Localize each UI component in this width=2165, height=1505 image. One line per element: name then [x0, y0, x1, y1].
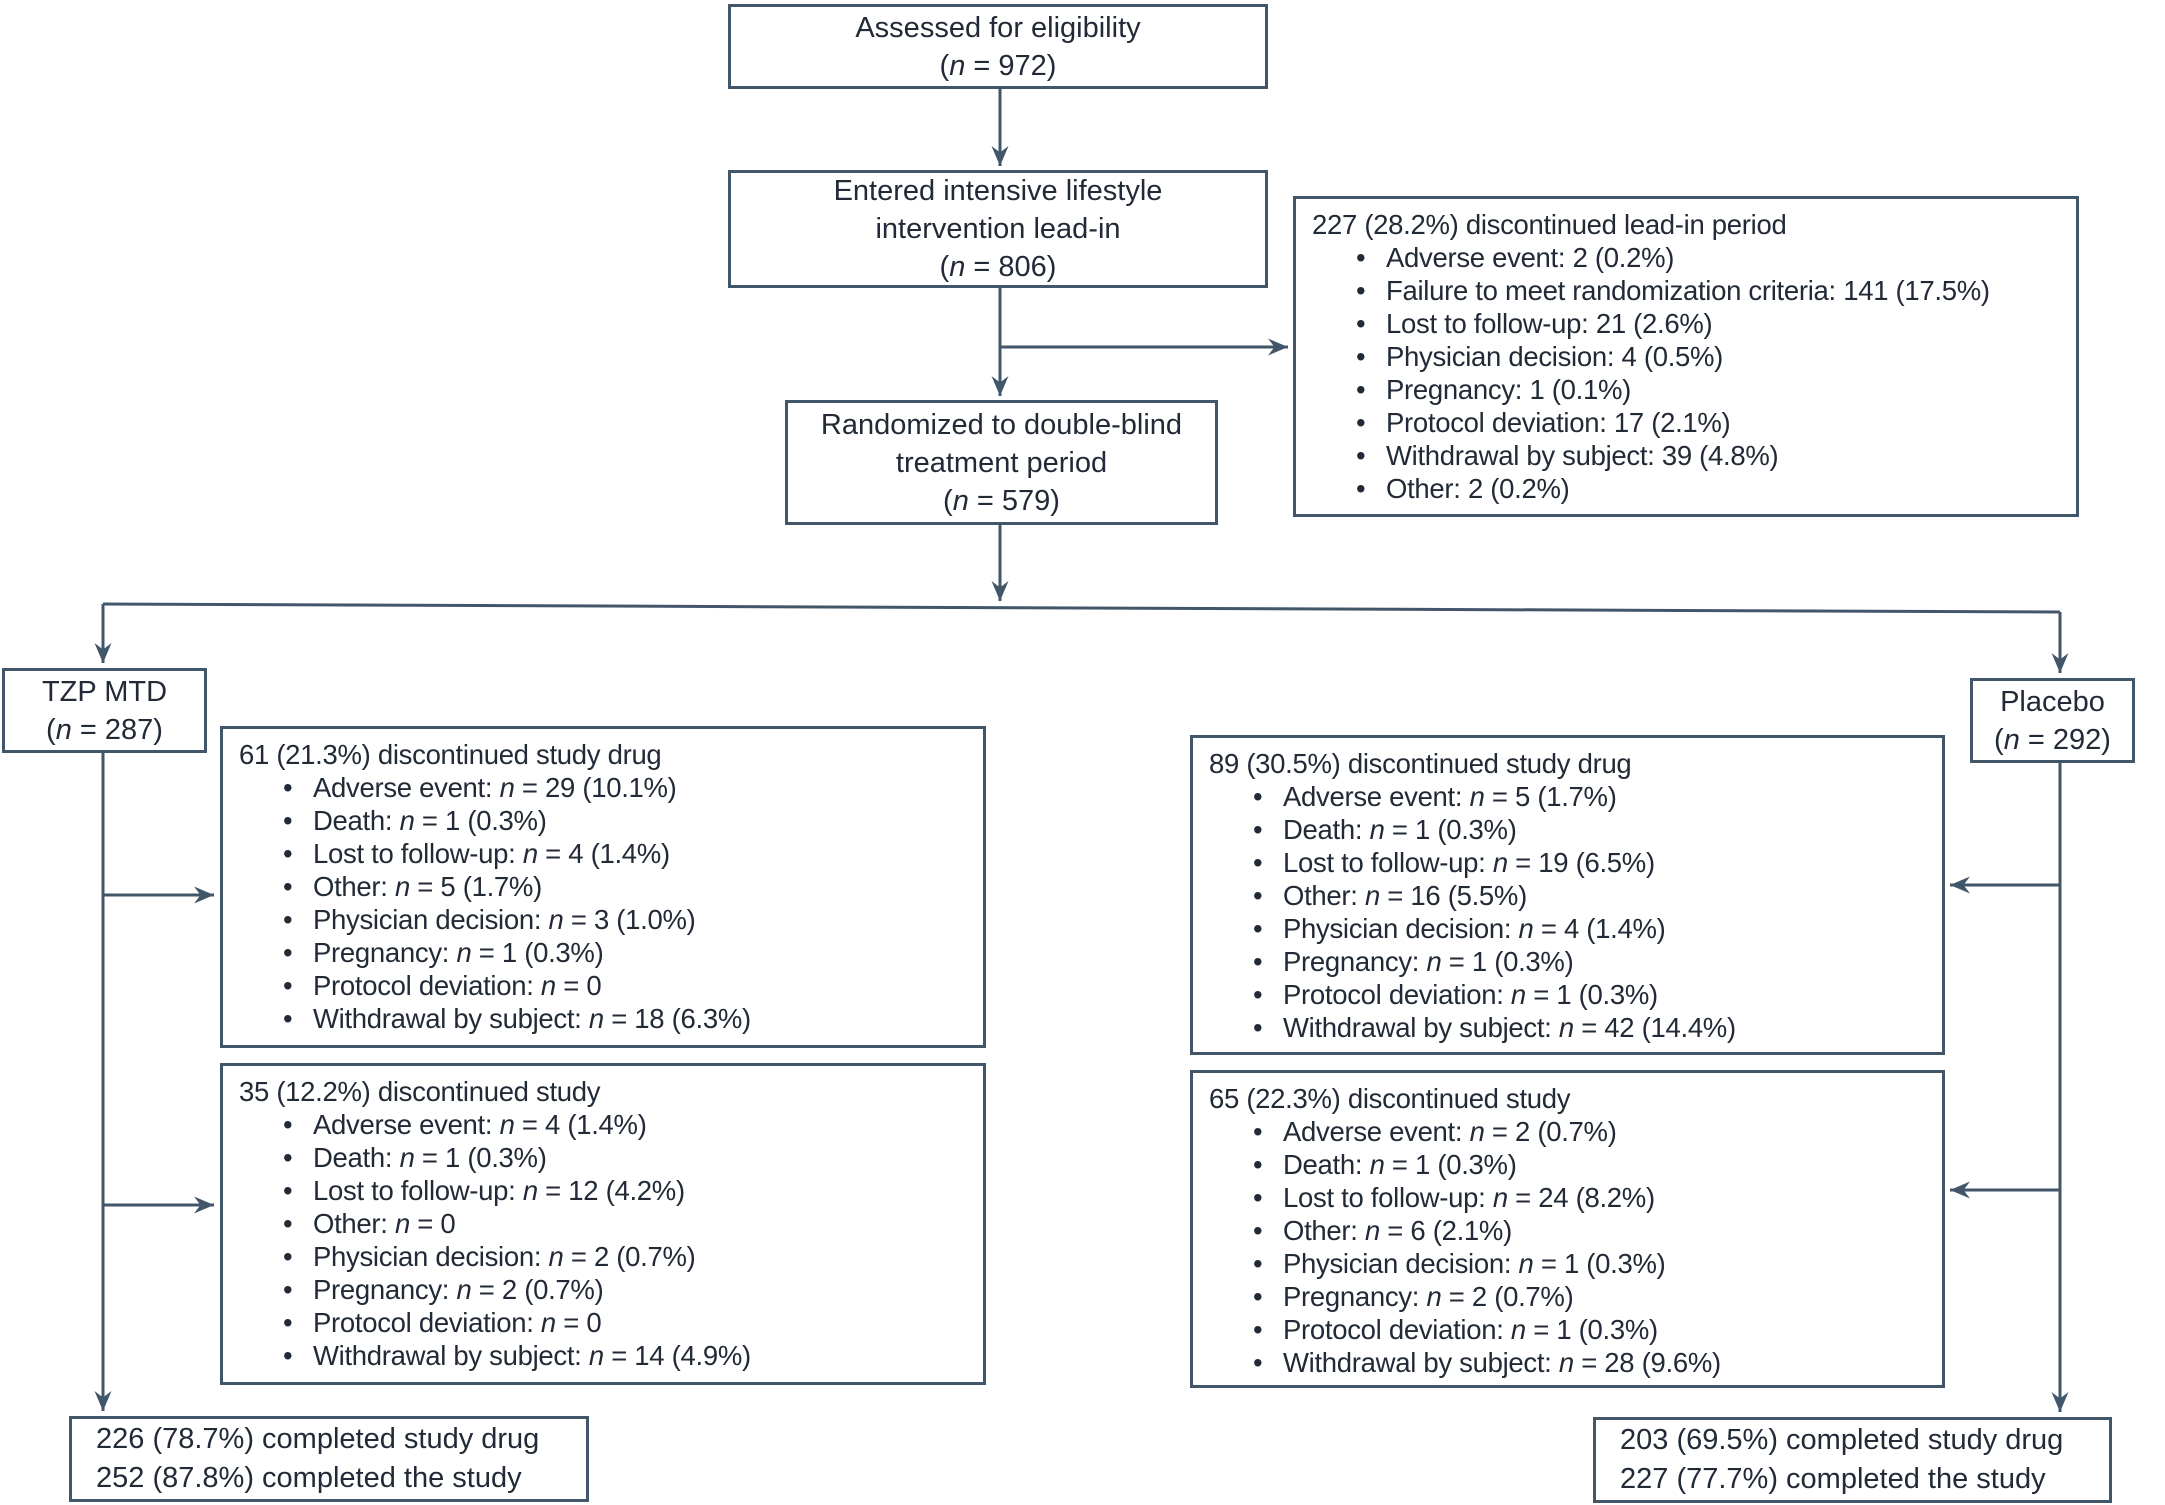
- list-item: intervention lead-in: [875, 213, 1121, 245]
- list-item: Adverse event: n = 2 (0.7%): [1209, 1115, 1928, 1148]
- list-item: Adverse event: n = 4 (1.4%): [239, 1108, 969, 1141]
- list-item: (n = 287): [46, 713, 163, 746]
- list-item: Physician decision: 4 (0.5%): [1312, 340, 2062, 373]
- list-item: Pregnancy: 1 (0.1%): [1312, 373, 2062, 406]
- list-item: treatment period: [895, 446, 1108, 479]
- tzp-discontinued-study-drug-reasons-list: Adverse event: n = 29 (10.1%)Death: n = …: [239, 771, 969, 1035]
- list-item: Adverse event: 2 (0.2%): [1312, 241, 2062, 274]
- placebo-discontinued-study-drug-header: 89 (30.5%) discontinued study drug: [1209, 748, 1632, 779]
- list-item: Lost to follow-up: n = 12 (4.2%): [239, 1174, 969, 1207]
- list-item: Pregnancy: n = 1 (0.3%): [1209, 945, 1928, 978]
- list-item: (n = 972): [939, 49, 1057, 82]
- list-item: Physician decision: n = 3 (1.0%): [239, 903, 969, 936]
- list-item: Lost to follow-up: n = 24 (8.2%): [1209, 1181, 1928, 1214]
- list-item: Lost to follow-up: n = 19 (6.5%): [1209, 846, 1928, 879]
- list-item: Protocol deviation: n = 0: [239, 1306, 969, 1339]
- list-item: Withdrawal by subject: n = 14 (4.9%): [239, 1339, 969, 1372]
- list-item: Placebo: [2000, 685, 2105, 718]
- box-placebo-completed: 203 (69.5%) completed study drug 227 (77.…: [1593, 1417, 2112, 1503]
- list-item: 252 (87.8%) completed the study: [96, 1462, 522, 1494]
- list-item: Pregnancy: n = 2 (0.7%): [1209, 1280, 1928, 1313]
- list-item: Protocol deviation: n = 1 (0.3%): [1209, 1313, 1928, 1346]
- box-tzp-discontinued-study: 35 (12.2%) discontinued study Adverse ev…: [220, 1063, 986, 1385]
- list-item: Adverse event: n = 5 (1.7%): [1209, 780, 1928, 813]
- list-item: Protocol deviation: n = 0: [239, 969, 969, 1002]
- list-item: TZP MTD: [41, 675, 168, 708]
- placebo-discontinued-study-header: 65 (22.3%) discontinued study: [1209, 1083, 1571, 1114]
- list-item: Physician decision: n = 2 (0.7%): [239, 1240, 969, 1273]
- list-item: Assessed for eligibility: [855, 11, 1141, 44]
- list-item: Withdrawal by subject: n = 42 (14.4%): [1209, 1011, 1928, 1044]
- list-item: Lost to follow-up: n = 4 (1.4%): [239, 837, 969, 870]
- list-item: Other: n = 0: [239, 1207, 969, 1240]
- box-assessed-for-eligibility: Assessed for eligibility (n = 972): [728, 4, 1268, 89]
- list-item: Other: 2 (0.2%): [1312, 472, 2062, 505]
- tzp-discontinued-study-reasons-list: Adverse event: n = 4 (1.4%)Death: n = 1 …: [239, 1108, 969, 1372]
- placebo-discontinued-study-drug-reasons-list: Adverse event: n = 5 (1.7%)Death: n = 1 …: [1209, 780, 1928, 1044]
- list-item: Entered intensive lifestyle: [833, 175, 1163, 207]
- list-item: Death: n = 1 (0.3%): [239, 1141, 969, 1174]
- list-item: Withdrawal by subject: n = 28 (9.6%): [1209, 1346, 1928, 1379]
- list-item: Adverse event: n = 29 (10.1%): [239, 771, 969, 804]
- box-entered-lead-in: Entered intensive lifestyle intervention …: [728, 170, 1268, 288]
- list-item: Withdrawal by subject: n = 18 (6.3%): [239, 1002, 969, 1035]
- list-item: Protocol deviation: 17 (2.1%): [1312, 406, 2062, 439]
- list-item: (n = 292): [1994, 723, 2111, 756]
- tzp-discontinued-study-header: 35 (12.2%) discontinued study: [239, 1076, 601, 1107]
- list-item: Pregnancy: n = 2 (0.7%): [239, 1273, 969, 1306]
- list-item: Death: n = 1 (0.3%): [1209, 813, 1928, 846]
- list-item: Withdrawal by subject: 39 (4.8%): [1312, 439, 2062, 472]
- placebo-discontinued-study-reasons-list: Adverse event: n = 2 (0.7%)Death: n = 1 …: [1209, 1115, 1928, 1379]
- list-item: Death: n = 1 (0.3%): [1209, 1148, 1928, 1181]
- list-item: Failure to meet randomization criteria: …: [1312, 274, 2062, 307]
- list-item: 227 (77.7%) completed the study: [1620, 1463, 2046, 1495]
- box-tzp-completed: 226 (78.7%) completed study drug 252 (87.…: [69, 1416, 589, 1502]
- box-placebo-arm: Placebo (n = 292): [1970, 678, 2135, 763]
- box-discontinued-lead-in-period: 227 (28.2%) discontinued lead-in period …: [1293, 196, 2079, 517]
- box-tzp-mtd-arm: TZP MTD (n = 287): [2, 668, 207, 753]
- list-item: Randomized to double-blind: [820, 408, 1183, 441]
- list-item: Other: n = 6 (2.1%): [1209, 1214, 1928, 1247]
- list-item: 203 (69.5%) completed study drug: [1620, 1424, 2064, 1456]
- list-item: 226 (78.7%) completed study drug: [96, 1423, 540, 1455]
- discontinued-lead-in-reasons-list: Adverse event: 2 (0.2%)Failure to meet r…: [1312, 241, 2062, 505]
- box-placebo-discontinued-study: 65 (22.3%) discontinued study Adverse ev…: [1190, 1070, 1945, 1388]
- list-item: Physician decision: n = 4 (1.4%): [1209, 912, 1928, 945]
- list-item: Pregnancy: n = 1 (0.3%): [239, 936, 969, 969]
- tzp-discontinued-study-drug-header: 61 (21.3%) discontinued study drug: [239, 739, 662, 770]
- list-item: Other: n = 16 (5.5%): [1209, 879, 1928, 912]
- discontinued-lead-in-header: 227 (28.2%) discontinued lead-in period: [1312, 209, 1787, 240]
- list-item: Death: n = 1 (0.3%): [239, 804, 969, 837]
- list-item: Protocol deviation: n = 1 (0.3%): [1209, 978, 1928, 1011]
- box-tzp-discontinued-study-drug: 61 (21.3%) discontinued study drug Adver…: [220, 726, 986, 1048]
- list-item: Lost to follow-up: 21 (2.6%): [1312, 307, 2062, 340]
- list-item: (n = 579): [943, 484, 1060, 517]
- list-item: (n = 806): [939, 251, 1057, 283]
- box-randomized-double-blind: Randomized to double-blind treatment peri…: [785, 400, 1218, 525]
- list-item: Other: n = 5 (1.7%): [239, 870, 969, 903]
- box-placebo-discontinued-study-drug: 89 (30.5%) discontinued study drug Adver…: [1190, 735, 1945, 1055]
- list-item: Physician decision: n = 1 (0.3%): [1209, 1247, 1928, 1280]
